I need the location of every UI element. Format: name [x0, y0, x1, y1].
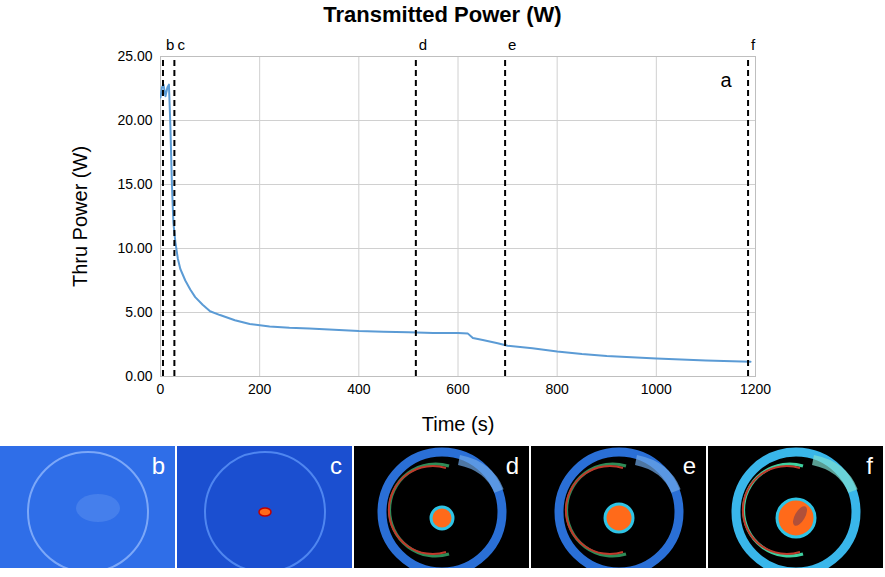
svg-text:b: b: [166, 36, 174, 53]
svg-text:a: a: [720, 69, 732, 91]
svg-text:400: 400: [347, 381, 371, 397]
svg-text:200: 200: [248, 381, 272, 397]
svg-text:c: c: [330, 452, 342, 479]
svg-text:d: d: [506, 452, 519, 479]
svg-text:1000: 1000: [641, 381, 672, 397]
svg-text:25.00: 25.00: [117, 48, 152, 64]
svg-text:800: 800: [545, 381, 569, 397]
svg-text:c: c: [177, 36, 185, 53]
html-text:Transmitted Power (W): Transmitted Power (W): [323, 2, 562, 27]
svg-text:e: e: [508, 36, 516, 53]
svg-text:e: e: [683, 452, 696, 479]
svg-text:b: b: [152, 452, 165, 479]
svg-text:d: d: [419, 36, 427, 53]
svg-text:0.00: 0.00: [125, 368, 152, 384]
svg-text:Time (s): Time (s): [422, 413, 495, 435]
svg-text:5.00: 5.00: [125, 304, 152, 320]
svg-text:600: 600: [446, 381, 470, 397]
svg-text:20.00: 20.00: [117, 112, 152, 128]
svg-text:f: f: [751, 36, 756, 53]
svg-text:0: 0: [157, 381, 165, 397]
svg-text:15.00: 15.00: [117, 176, 152, 192]
svg-text:10.00: 10.00: [117, 240, 152, 256]
svg-text:f: f: [866, 452, 873, 479]
svg-text:Thru Power (W): Thru Power (W): [69, 146, 91, 287]
svg-text:1200: 1200: [740, 381, 771, 397]
